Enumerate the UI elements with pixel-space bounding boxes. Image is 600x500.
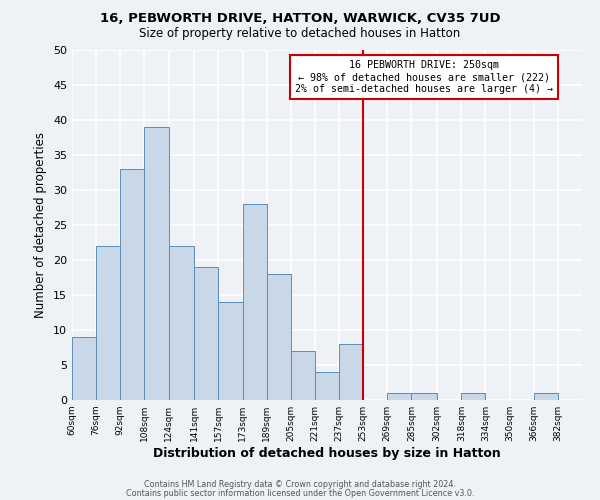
- Bar: [169, 246, 194, 400]
- Bar: [266, 274, 291, 400]
- Bar: [194, 267, 218, 400]
- Bar: [315, 372, 339, 400]
- X-axis label: Distribution of detached houses by size in Hatton: Distribution of detached houses by size …: [153, 447, 501, 460]
- Bar: [218, 302, 242, 400]
- Bar: [145, 127, 169, 400]
- Bar: [412, 393, 437, 400]
- Text: 16 PEBWORTH DRIVE: 250sqm
← 98% of detached houses are smaller (222)
2% of semi-: 16 PEBWORTH DRIVE: 250sqm ← 98% of detac…: [295, 60, 553, 94]
- Bar: [120, 169, 145, 400]
- Text: Size of property relative to detached houses in Hatton: Size of property relative to detached ho…: [139, 28, 461, 40]
- Bar: [339, 344, 363, 400]
- Bar: [461, 393, 485, 400]
- Text: 16, PEBWORTH DRIVE, HATTON, WARWICK, CV35 7UD: 16, PEBWORTH DRIVE, HATTON, WARWICK, CV3…: [100, 12, 500, 26]
- Bar: [534, 393, 558, 400]
- Bar: [291, 351, 315, 400]
- Y-axis label: Number of detached properties: Number of detached properties: [34, 132, 47, 318]
- Text: Contains HM Land Registry data © Crown copyright and database right 2024.: Contains HM Land Registry data © Crown c…: [144, 480, 456, 489]
- Bar: [72, 337, 96, 400]
- Bar: [96, 246, 120, 400]
- Bar: [242, 204, 266, 400]
- Text: Contains public sector information licensed under the Open Government Licence v3: Contains public sector information licen…: [126, 488, 474, 498]
- Bar: [388, 393, 412, 400]
